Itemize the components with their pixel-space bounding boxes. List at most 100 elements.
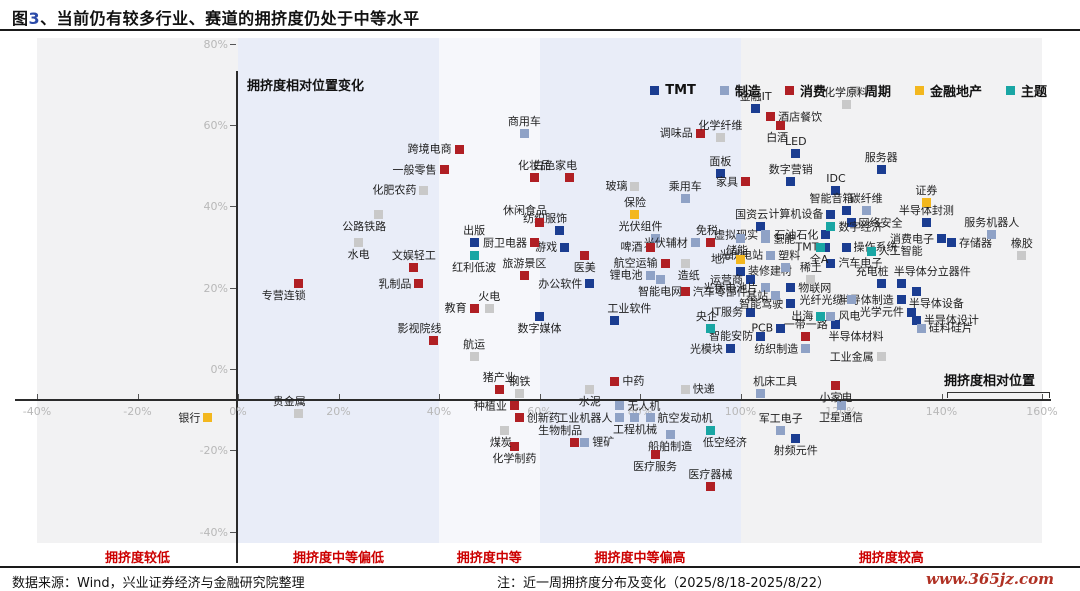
scatter-point: 国资云	[735, 209, 768, 232]
scatter-point: 工业金属	[830, 351, 886, 362]
point-label: 化学原料	[824, 86, 869, 100]
scatter-point: 光伏电站	[719, 250, 776, 261]
scatter-point: 家具	[716, 176, 751, 187]
point-label: 游戏	[535, 240, 558, 254]
scatter-point: TMT	[795, 242, 831, 253]
scatter-point: 面板	[709, 156, 731, 179]
point-label: 一般零售	[392, 163, 437, 177]
point-marker	[715, 132, 725, 142]
point-label: 文娱轻工	[391, 248, 436, 262]
point-marker	[736, 266, 745, 276]
scatter-point: 出版	[463, 225, 485, 248]
point-label: 白酒	[766, 130, 789, 144]
scatter-point: 锂电池	[610, 270, 655, 281]
point-label: 教育	[444, 301, 467, 315]
scatter-point: 办公软件	[538, 278, 595, 289]
scatter-point: 计算机设备	[768, 209, 836, 220]
point-marker	[610, 315, 620, 325]
point-label: 工业机器人	[557, 411, 613, 425]
point-marker	[781, 262, 791, 272]
scatter-point: 游戏	[535, 242, 570, 253]
point-label: 贵金属	[272, 395, 306, 409]
point-label: 国资云	[735, 208, 769, 222]
point-marker	[660, 258, 670, 268]
point-label: 卫星通信	[819, 411, 863, 425]
scatter-point: 乘用车	[669, 181, 702, 203]
point-marker	[630, 181, 640, 191]
scatter-point: 塑料	[778, 250, 800, 272]
point-marker	[680, 384, 690, 394]
footer-source: 数据来源：Wind，兴业证券经济与金融研究院整理	[12, 576, 305, 591]
point-label: 橡胶	[1010, 236, 1033, 250]
point-label: 服务器	[864, 151, 898, 165]
point-label: IDC	[826, 171, 846, 185]
point-marker	[514, 413, 524, 423]
point-label: 氢能	[773, 232, 796, 246]
x-tick-mark	[640, 394, 641, 399]
point-marker	[715, 169, 725, 179]
scatter-point: 调味品	[660, 128, 705, 139]
scatter-point: 银行	[178, 412, 213, 423]
scatter-point: 红利低波	[452, 250, 496, 273]
point-label: 出海	[791, 309, 814, 323]
point-marker	[841, 100, 851, 110]
point-label: 计算机设备	[768, 207, 824, 221]
point-label: 硅料硅片	[928, 321, 973, 335]
scatter-point: 无人机	[615, 400, 660, 411]
scatter-point: 贵金属	[273, 396, 306, 419]
footer-note: 注：近一周拥挤度分布及变化（2025/8/18-2025/8/22）	[497, 576, 831, 591]
point-label: 军工电子	[758, 411, 803, 425]
scatter-point: 创新药	[514, 412, 560, 423]
y-tick-mark	[230, 450, 236, 452]
point-label: 光伏组件	[618, 220, 663, 234]
point-label: 人工智能	[878, 244, 923, 258]
zone-label: 拥挤度中等偏低	[292, 551, 384, 566]
point-marker	[896, 295, 906, 305]
point-marker	[876, 352, 886, 362]
point-label: 造纸	[677, 268, 700, 282]
point-marker	[911, 287, 921, 297]
point-marker	[409, 262, 419, 272]
scatter-point: 储能	[726, 234, 748, 256]
point-label: 存储器	[959, 236, 993, 250]
x-tick-label: 20%	[326, 405, 351, 418]
scatter-point: 全A	[810, 242, 828, 265]
point-marker	[454, 144, 464, 154]
point-label: LED	[784, 134, 807, 148]
scatter-point: 光伏电池片	[703, 282, 771, 293]
legend-item-周期: 周期	[849, 81, 891, 100]
point-label: 半导体设计	[923, 313, 979, 327]
point-marker	[821, 242, 831, 252]
scatter-point: 光模块	[690, 343, 735, 354]
scatter-point: 专营连锁	[262, 279, 306, 301]
point-label: 地产	[711, 252, 733, 266]
title-prefix: 图	[12, 9, 29, 28]
x-tick-mark	[137, 394, 139, 399]
point-label: 汽车电子	[838, 256, 883, 270]
point-marker	[826, 209, 836, 219]
point-marker	[746, 275, 756, 285]
point-marker	[1017, 250, 1027, 260]
point-marker	[645, 242, 655, 252]
point-label: 玻璃	[605, 179, 628, 193]
point-marker	[615, 413, 625, 423]
point-marker	[725, 344, 735, 354]
point-marker	[906, 307, 916, 317]
point-marker	[916, 323, 926, 333]
point-marker	[761, 283, 771, 293]
zone-band	[539, 38, 741, 543]
point-label: 啤酒	[620, 240, 643, 254]
point-marker	[751, 104, 761, 114]
point-marker	[846, 295, 856, 305]
point-marker	[841, 242, 851, 252]
point-marker	[519, 270, 529, 280]
point-marker	[876, 279, 886, 289]
point-label: 证券	[915, 183, 938, 197]
point-marker	[484, 303, 494, 313]
scatter-point: 运营商	[710, 274, 756, 285]
scatter-point: 影视院线	[397, 323, 441, 346]
scatter-point: 人工智能	[866, 246, 923, 257]
point-label: 工程机械	[612, 423, 657, 437]
point-label: 半导体封测	[898, 204, 954, 218]
scatter-point: 半导体材料	[828, 319, 883, 342]
